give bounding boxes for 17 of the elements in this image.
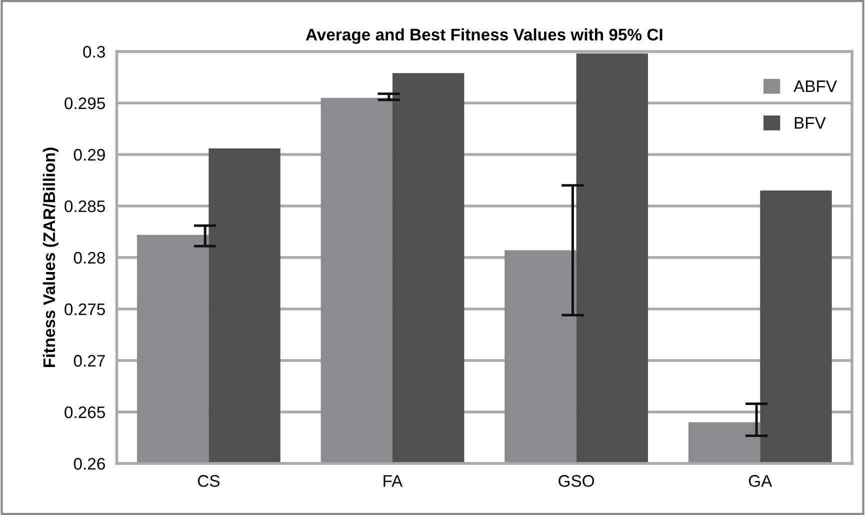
legend-label: ABFV <box>794 80 837 92</box>
x-tick-label: CS <box>198 475 220 487</box>
x-tick-label: GA <box>748 475 772 487</box>
y-tick-label: 0.29 <box>74 148 105 161</box>
y-tick-label: 0.285 <box>64 200 105 212</box>
y-tick-label: 0.295 <box>64 97 105 110</box>
y-tick-label: 0.265 <box>64 406 105 418</box>
y-tick-label: 0.275 <box>64 303 105 316</box>
y-tick-label: 0.3 <box>83 46 105 58</box>
y-tick-label: 0.26 <box>74 458 105 470</box>
x-tick-label: FA <box>384 475 403 487</box>
legend-label: BFV <box>794 117 826 129</box>
y-tick-label: 0.28 <box>74 252 105 264</box>
y-axis-title: Fitness Values (ZAR/Billion) <box>42 148 58 368</box>
y-tick-label: 0.27 <box>74 354 105 367</box>
chart-title: Average and Best Fitness Values with 95% CI <box>306 28 662 44</box>
x-tick-label: GSO <box>558 475 594 487</box>
